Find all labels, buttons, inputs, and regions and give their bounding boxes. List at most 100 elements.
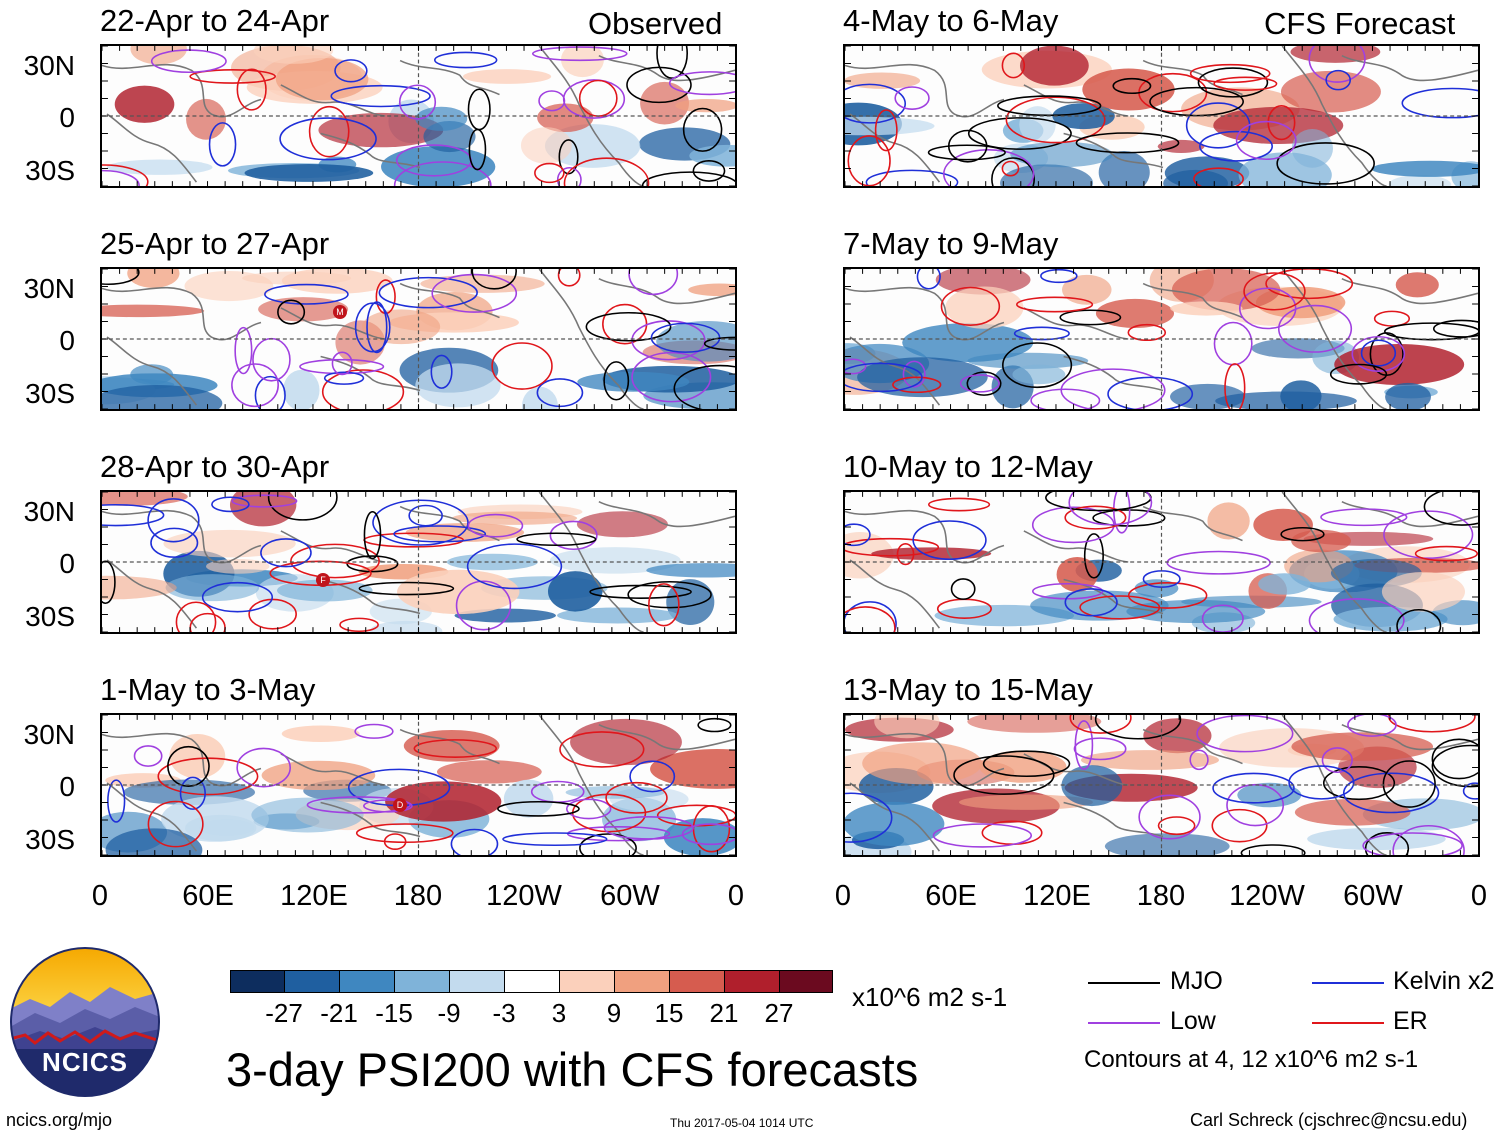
low-contour [1392,824,1465,855]
anomaly-shading [547,571,603,612]
anomaly-shading [1371,160,1478,177]
kelvin-contour [334,59,368,83]
low-contour [1383,510,1474,559]
er-contour [383,833,407,850]
mjo-contour [1364,832,1410,855]
lat-label-30s: 30S [25,378,75,409]
kelvin-contour [147,498,200,543]
anomaly-shading [1143,718,1212,754]
anomaly-shading [1207,502,1250,540]
anomaly-shading [945,286,1024,329]
low-contour [1347,715,1397,737]
anomaly-shading [275,57,369,101]
low-contour [959,374,1000,393]
mjo-contour [656,46,688,79]
er-contour [1211,808,1268,843]
low-contour [393,161,492,186]
lat-label-30n: 30N [23,719,75,750]
coastline [849,782,941,852]
anomaly-shading [1020,46,1089,86]
colorbar-swatch [394,970,450,993]
er-contour [845,537,940,557]
coastline [1063,355,1164,392]
kelvin-contour [434,51,498,69]
map-panel-forecast-4 [843,713,1480,857]
er-contour [896,543,915,566]
low-contour [1226,783,1285,827]
er-contour [605,781,668,814]
low-contour [845,358,867,375]
coastline [1281,46,1387,186]
anomaly-shading [1215,391,1357,409]
observed-period-title-2: 25-Apr to 27-Apr [100,226,330,261]
anomaly-shading [1258,573,1311,595]
lon-label: 60W [1343,880,1403,912]
mjo-contour [497,800,580,817]
kelvin-contour [450,828,499,855]
mjo-contour [950,578,976,600]
kelvin-contour [845,362,923,393]
colorbar-swatch [559,970,615,993]
kelvin-contour [279,117,377,161]
low-contour [1321,747,1353,774]
storm-marker-d: D [393,798,407,812]
low-contour [1138,794,1201,840]
kelvin-contour [260,538,312,568]
anomaly-shading [1291,129,1334,168]
coastline [1023,84,1129,117]
anomaly-shading [503,779,554,818]
kelvin-contour [845,83,907,124]
low-contour [102,169,140,186]
kelvin-contour [430,354,453,389]
colorbar-tick: 3 [551,998,567,1028]
mjo-contour [471,269,517,290]
anomaly-shading [163,529,296,558]
anomaly-shading [106,159,213,175]
anomaly-shading [675,98,735,113]
mjo-contour [953,755,1055,795]
mjo-contour [982,750,1071,778]
lat-label-30n: 30N [23,273,75,304]
mjo-contour [1240,844,1306,855]
mjo-contour [991,157,1035,186]
anomaly-shading [381,146,496,186]
kelvin-contour [179,776,206,810]
colorbar-swatch [339,970,395,993]
er-contour [189,69,277,84]
anomaly-shading [646,563,735,578]
low-contour [299,358,385,375]
er-contour [308,105,350,158]
anomaly-shading [1385,382,1431,409]
er-contour [559,731,645,768]
anomaly-shading [902,323,1034,363]
er-contour [648,583,680,627]
anomaly-shading [663,818,735,855]
mjo-contour [167,745,210,787]
low-contour [681,823,735,846]
anomaly-shading [436,760,542,784]
colorbar-tick: -27 [265,998,303,1028]
coastline [1023,307,1129,340]
map-panel-forecast-1 [843,44,1480,188]
coastline [1063,801,1164,838]
forecast-period-title-3: 10-May to 12-May [843,449,1093,484]
kelvin-contour [372,499,469,546]
mjo-contour [692,160,726,182]
map-panel-forecast-3 [843,490,1480,634]
kelvin-contour [536,378,584,408]
anomaly-shading [576,511,668,538]
kelvin-contour [502,832,608,847]
storm-marker-f: F [316,573,330,587]
anomaly-shading [958,794,1093,810]
kelvin-contour [1342,772,1440,814]
mjo-contour [267,492,338,521]
map-panel-forecast-2 [843,267,1480,411]
coastline [598,501,735,528]
anomaly-shading [640,81,689,125]
mjo-contour [697,717,732,733]
map-panel-observed-1 [100,44,737,188]
mjo-contour [363,510,382,560]
low-contour [1213,321,1253,366]
footer-credit: Carl Schreck (cjschrec@ncsu.edu) [1190,1110,1468,1130]
low-contour [565,798,612,820]
